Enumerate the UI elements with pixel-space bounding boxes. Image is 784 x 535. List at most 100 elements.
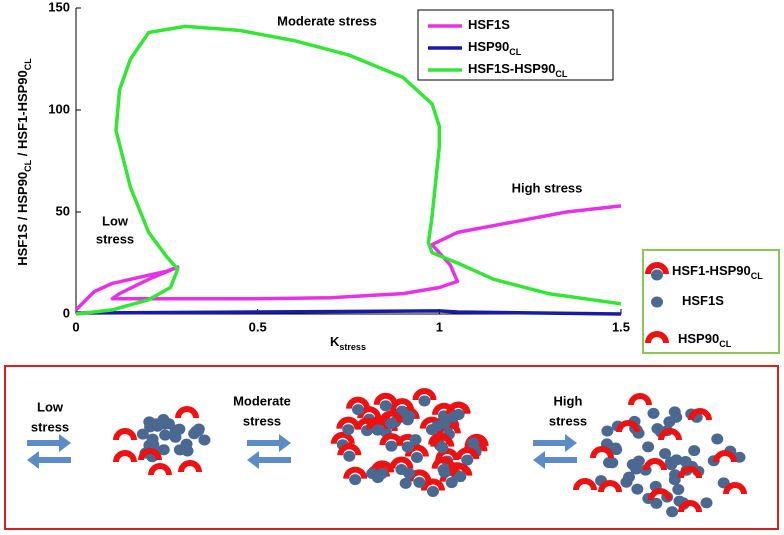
key-label-sub: CL: [719, 339, 731, 349]
hsf1-dot: [372, 424, 385, 436]
y-tick-label: 150: [48, 0, 70, 14]
key-label-part: HSF1-HSP90: [672, 263, 751, 278]
key-label-part: HSF1S: [682, 293, 724, 308]
hsp90-cap: [175, 406, 199, 418]
y-tick-label: 50: [56, 203, 70, 218]
key-label: HSP90CL: [678, 331, 732, 349]
series-line: [75, 309, 622, 316]
hsp90-cap: [370, 460, 395, 473]
hsf1-dot: [169, 431, 182, 443]
x-tick-label: 0: [72, 319, 79, 334]
hsf1-dot: [342, 424, 355, 436]
stage-label: Moderate: [233, 393, 291, 408]
equilibrium-arrow: [247, 434, 291, 469]
hsf1-dot: [647, 407, 660, 419]
hsp90-cap: [678, 500, 702, 512]
hsp90-cap: [643, 458, 667, 470]
legend-name-sub: CL: [509, 47, 521, 57]
legend-label: HSF1S: [468, 17, 510, 32]
hsp90-cap: [648, 488, 672, 500]
hsf1-dot: [198, 434, 211, 446]
legend-name: HSF1S-HSP90: [468, 61, 555, 76]
hsp90-cap: [373, 392, 398, 405]
annotation: Moderate stress: [277, 13, 377, 28]
hsf1-dot: [436, 442, 449, 454]
y-tick-label: 100: [48, 101, 70, 116]
hsp90-cap: [420, 478, 445, 491]
hsf1-dot: [418, 395, 431, 407]
hsf1-dot: [180, 438, 193, 450]
hsp90-cap: [628, 393, 652, 405]
hsf1-dot: [651, 423, 664, 435]
stage-label: Low: [37, 399, 64, 414]
hsf1-dot: [447, 411, 460, 423]
hsf1-dot: [445, 477, 458, 489]
hsp90-cap: [346, 396, 371, 409]
hsf1-dot: [659, 448, 672, 460]
hsf1-dot: [399, 477, 412, 489]
hsf1-dot: [606, 457, 619, 469]
annotation: High stress: [512, 180, 583, 195]
legend-name: HSP90: [468, 39, 509, 54]
hsp90-cap: [573, 478, 597, 490]
hsf1-dot: [438, 466, 451, 478]
hsf1-dot: [136, 428, 149, 440]
hsf1-dot: [159, 429, 172, 441]
hsf1-dot: [601, 425, 614, 437]
hsp90-cap: [336, 416, 361, 429]
hsf1-dot: [467, 437, 480, 449]
hsf1-dot: [426, 486, 439, 498]
hsp90-cap: [379, 433, 404, 446]
hsf1-dot: [413, 476, 426, 488]
key-label: HSF1S: [682, 293, 724, 308]
hsf1-dot: [666, 506, 679, 518]
hsp90-cap: [645, 331, 669, 343]
legend-label: HSP90CL: [468, 39, 522, 57]
hsf1-dot: [651, 296, 663, 308]
hsp90-cap: [448, 463, 473, 476]
hsf1-dot: [376, 467, 389, 479]
hsp90-cap: [379, 410, 404, 423]
hsf1-dot: [410, 451, 423, 463]
y-axis-label: HSF1S / HSP90CL / HSF1-HSP90CL: [15, 58, 33, 266]
hsp90-cap: [723, 482, 747, 494]
hsf1-dot: [401, 441, 414, 453]
hsp90-cap: [713, 450, 737, 462]
hsf1-dot: [349, 474, 362, 486]
hsf1-dot: [711, 433, 724, 445]
hsp90-cap: [178, 460, 202, 472]
series-line: [74, 204, 622, 312]
hsf1-dot: [454, 471, 467, 483]
hsf1-dot: [650, 497, 663, 509]
hsf1-dot: [352, 404, 365, 416]
y-axis-label-sub: CL: [23, 58, 33, 70]
hsf1-dot: [700, 497, 713, 509]
hsf1-dot: [664, 456, 677, 468]
hsp90-cap: [431, 456, 456, 469]
hsf1-dot: [379, 400, 392, 412]
x-axis-label-part: K: [330, 334, 340, 349]
hsf1-dot: [438, 417, 451, 429]
equilibrium-arrow: [27, 434, 71, 469]
hsp90-cap: [148, 463, 172, 475]
hsp90-cap: [658, 428, 682, 440]
stage-label: stress: [243, 413, 281, 428]
hsf1-dot: [679, 455, 692, 467]
hsf1-dot: [642, 441, 655, 453]
y-axis-label-sub: CL: [23, 159, 33, 171]
hsp90-cap: [343, 466, 368, 479]
hsp90-cap: [138, 448, 162, 460]
key-box: [642, 249, 780, 354]
legend-label: HSF1S-HSP90CL: [468, 61, 568, 79]
hsp90-cap: [113, 428, 137, 440]
hsf1-dot: [631, 483, 644, 495]
hsf1-dot: [343, 450, 356, 462]
hsf1-dot: [670, 411, 683, 423]
stage-label: High: [554, 393, 583, 408]
hsf1-dot: [366, 468, 379, 480]
hsf1-dot: [610, 444, 623, 456]
hsf1-dot: [385, 440, 398, 452]
hsp90-cap: [430, 434, 455, 447]
hsp90-cap: [446, 401, 471, 414]
